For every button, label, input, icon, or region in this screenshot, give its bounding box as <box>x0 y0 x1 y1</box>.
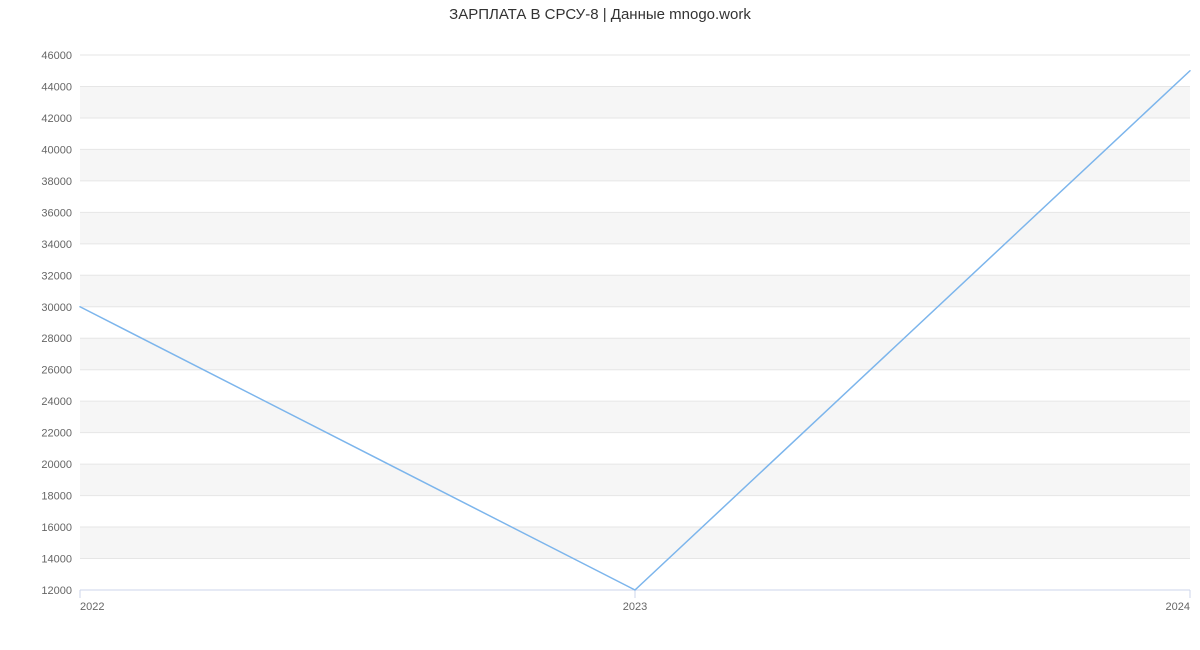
y-axis-label: 44000 <box>41 81 72 93</box>
plot-band <box>80 401 1190 432</box>
y-axis-label: 22000 <box>41 428 72 440</box>
y-axis-label: 24000 <box>41 396 72 408</box>
x-axis-label: 2024 <box>1166 601 1190 613</box>
chart-title: ЗАРПЛАТА В СРСУ-8 | Данные mnogo.work <box>0 6 1200 23</box>
y-axis-label: 32000 <box>41 270 72 282</box>
plot-band <box>80 212 1190 243</box>
plot-band <box>80 338 1190 369</box>
y-axis-label: 20000 <box>41 459 72 471</box>
plot-band <box>80 181 1190 212</box>
plot-band <box>80 527 1190 558</box>
chart-svg: 12000 14000 16000 18000 20000 22000 24000 26000… <box>0 0 1200 650</box>
y-axis-label: 46000 <box>41 50 72 62</box>
plot-band <box>80 559 1190 590</box>
y-axis-label: 12000 <box>41 585 72 597</box>
plot-band <box>80 496 1190 527</box>
plot-band <box>80 307 1190 338</box>
y-axis-label: 38000 <box>41 176 72 188</box>
plot-band <box>80 86 1190 117</box>
chart-container: ЗАРПЛАТА В СРСУ-8 | Данные mnogo.work 12… <box>0 0 1200 650</box>
plot-band <box>80 55 1190 86</box>
y-axis-label: 28000 <box>41 333 72 345</box>
x-axis-label: 2022 <box>80 601 104 613</box>
x-axis-label: 2023 <box>623 601 647 613</box>
plot-band <box>80 118 1190 149</box>
plot-band <box>80 275 1190 306</box>
plot-band <box>80 149 1190 180</box>
y-axis-label: 18000 <box>41 491 72 503</box>
plot-band <box>80 370 1190 401</box>
y-axis-label: 34000 <box>41 239 72 251</box>
plot-band <box>80 464 1190 495</box>
y-axis-label: 30000 <box>41 302 72 314</box>
y-axis-label: 36000 <box>41 207 72 219</box>
y-axis-label: 42000 <box>41 113 72 125</box>
y-axis-label: 14000 <box>41 554 72 566</box>
y-axis-label: 40000 <box>41 144 72 156</box>
plot-band <box>80 433 1190 464</box>
y-axis-label: 16000 <box>41 522 72 534</box>
plot-band <box>80 244 1190 275</box>
y-axis-label: 26000 <box>41 365 72 377</box>
